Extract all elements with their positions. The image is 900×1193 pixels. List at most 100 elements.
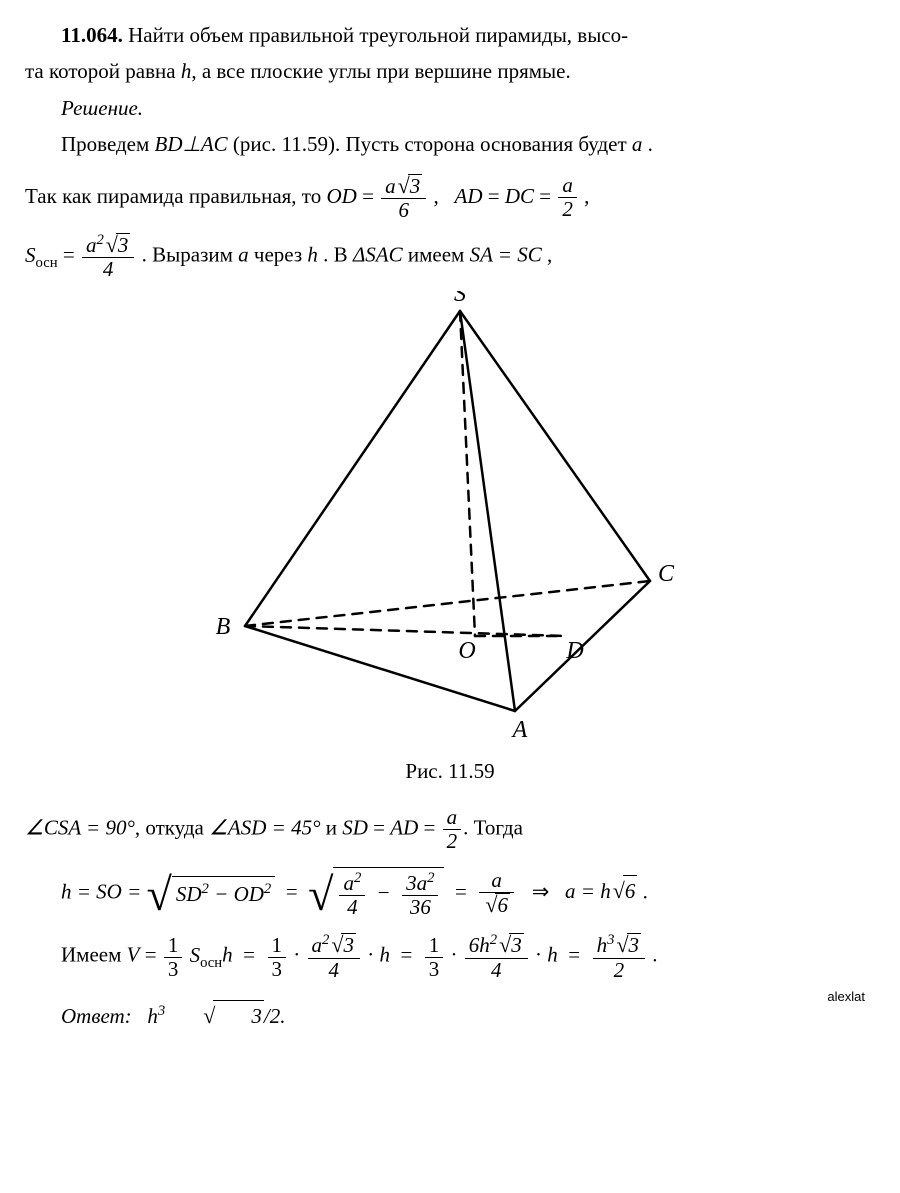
Socn2: Sосн: [190, 943, 223, 967]
t: через: [254, 243, 308, 267]
den: 4: [465, 959, 528, 982]
eq: =: [424, 816, 441, 840]
var-a: a: [238, 243, 249, 267]
svg-text:O: O: [458, 638, 475, 664]
angle-csa: ∠CSA = 90°: [25, 816, 135, 840]
svg-text:S: S: [454, 291, 466, 307]
problem-text-c: , а все плоские углы при вершине прямые.: [191, 59, 570, 83]
S: S: [190, 943, 201, 967]
AD2: AD: [390, 816, 418, 840]
var-a: a: [632, 132, 643, 156]
V: V: [127, 943, 140, 967]
den: 2: [443, 830, 462, 853]
frac-1-3b: 13: [268, 934, 287, 981]
Socn: Sосн: [25, 243, 58, 267]
frac-a-sqrt6: a 6: [479, 869, 514, 917]
problem-text-b: та которой равна: [25, 59, 176, 83]
problem-text-a: Найти объем правильной треугольной пирам…: [128, 23, 628, 47]
svg-text:B: B: [216, 614, 231, 640]
answer-value: h33/2.: [147, 1004, 285, 1028]
den: 36: [402, 896, 438, 919]
num: a: [558, 174, 577, 198]
den: 6: [381, 199, 426, 222]
t: , откуда: [135, 816, 209, 840]
SD: SD: [342, 816, 368, 840]
problem-statement-cont: та которой равна h, а все плоские углы п…: [25, 56, 875, 86]
angle-asd: ∠ASD = 45°: [209, 816, 320, 840]
svg-text:D: D: [565, 638, 583, 664]
num: a: [479, 869, 514, 893]
line-5: h = SO = √SD2 − OD2 = √ a2 4 − 3a2 36 = …: [25, 860, 875, 927]
t: Имеем: [61, 943, 127, 967]
frac-6h2sqrt3-4: 6h23 4: [465, 932, 528, 981]
implies: ⇒: [526, 879, 554, 903]
eq: =: [63, 243, 80, 267]
triangle: ΔSAC: [353, 243, 403, 267]
t: . В: [323, 243, 353, 267]
AD: AD: [455, 184, 483, 208]
frac-a-2b: a 2: [443, 806, 462, 853]
n: 1: [268, 934, 287, 958]
line-1: Проведем BD⊥AC (рис. 11.59). Пусть сторо…: [25, 129, 875, 159]
watermark: alexlat: [827, 988, 865, 1007]
line-6: Имеем V = 13 Sоснh = 13 · a23 4 · h = 13…: [25, 932, 875, 981]
frac-a2sqrt3-4: a23 4: [82, 232, 134, 281]
d: 3: [164, 958, 183, 981]
solution-label: Решение.: [25, 93, 875, 123]
num: a: [443, 806, 462, 830]
frac-h3sqrt3-2: h33 2: [593, 932, 645, 981]
frac-1-3c: 13: [425, 934, 444, 981]
den: 2: [593, 959, 645, 982]
n: 1: [425, 934, 444, 958]
t: и: [321, 816, 343, 840]
problem-number: 11.064.: [61, 23, 123, 47]
expr-bd-ac: BD⊥AC: [155, 132, 228, 156]
den: 2: [558, 198, 577, 221]
frac-a2-4: a2 4: [339, 870, 365, 919]
answer-label: Ответ:: [61, 1004, 132, 1028]
t: имеем: [408, 243, 470, 267]
sub: осн: [36, 255, 58, 271]
line-4: ∠CSA = 90°, откуда ∠ASD = 45° и SD = AD …: [25, 806, 875, 853]
a-eq-hsqrt6: a = h6: [565, 879, 637, 903]
var-h: h: [307, 243, 318, 267]
frac-asqrt3-6: a3 6: [381, 174, 426, 222]
figure-caption: Рис. 11.59: [25, 756, 875, 786]
eq: =: [488, 184, 505, 208]
root-2: √ a2 4 − 3a2 36: [308, 860, 444, 927]
den: 4: [339, 896, 365, 919]
problem-statement: 11.064. Найти объем правильной треугольн…: [25, 20, 875, 50]
t: Проведем: [61, 132, 155, 156]
t: (рис. 11.59). Пусть сторона основания бу…: [228, 132, 632, 156]
svg-text:A: A: [511, 717, 528, 741]
eq: =: [362, 184, 379, 208]
root-1: √SD2 − OD2: [147, 860, 276, 927]
t: . Выразим: [142, 243, 239, 267]
SA-SC: SA = SC: [470, 243, 542, 267]
var-h: h: [181, 59, 192, 83]
frac-3a2-36: 3a2 36: [402, 870, 438, 919]
t: Так как пирамида правильная, то: [25, 184, 326, 208]
svg-text:C: C: [658, 561, 675, 587]
answer-line: Ответ: h33/2.: [25, 1000, 875, 1032]
den: 4: [308, 959, 360, 982]
line-3: Sосн = a23 4 . Выразим a через h . В ΔSA…: [25, 232, 875, 281]
S: S: [25, 243, 36, 267]
d: 3: [425, 958, 444, 981]
t: .: [642, 132, 653, 156]
hSO: h = SO =: [61, 879, 147, 903]
frac-a-2: a 2: [558, 174, 577, 221]
OD: OD: [326, 184, 356, 208]
line-2: Так как пирамида правильная, то OD = a3 …: [25, 174, 875, 222]
den: 4: [82, 258, 134, 281]
d: 3: [268, 958, 287, 981]
pyramid-svg: S B C A D O: [195, 291, 705, 741]
DC: DC: [505, 184, 534, 208]
figure-pyramid: S B C A D O: [25, 291, 875, 749]
t: . Тогда: [463, 816, 523, 840]
frac-1-3a: 13: [164, 934, 183, 981]
eq: =: [373, 816, 390, 840]
eq: =: [539, 184, 556, 208]
n: 1: [164, 934, 183, 958]
frac-a2sqrt3-4b: a23 4: [308, 932, 360, 981]
